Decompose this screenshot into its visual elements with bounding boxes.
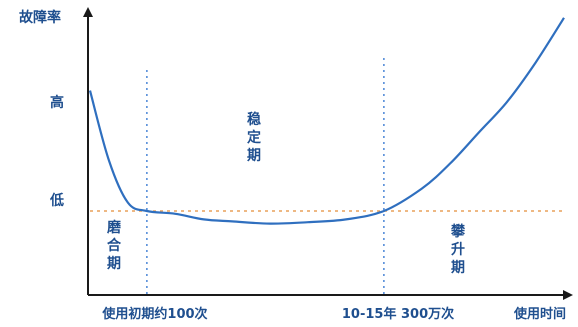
phase-char: 定: [247, 129, 261, 146]
y-tick-low: 低: [49, 192, 64, 209]
phase-label-rising: 攀 升 期: [451, 223, 466, 276]
phase-label-break-in: 磨 合 期: [107, 219, 122, 272]
x-marker-label-2: 10-15年 300万次: [342, 306, 454, 322]
phase-char: 期: [451, 260, 465, 276]
failure-rate-curve: [88, 17, 565, 225]
x-marker-label-1: 使用初期约100次: [101, 306, 207, 322]
phase-char: 稳: [247, 111, 261, 128]
phase-char: 升: [451, 241, 465, 258]
phase-char: 磨: [107, 219, 122, 236]
phase-label-stable: 稳 定 期: [247, 111, 261, 164]
phase-char: 合: [107, 237, 122, 254]
phase-char: 期: [247, 148, 261, 164]
phase-char: 攀: [451, 223, 466, 240]
y-axis-label: 故障率: [19, 9, 61, 26]
x-axis-label: 使用时间: [513, 306, 566, 322]
phase-char: 期: [107, 256, 121, 272]
y-tick-high: 高: [50, 94, 64, 111]
